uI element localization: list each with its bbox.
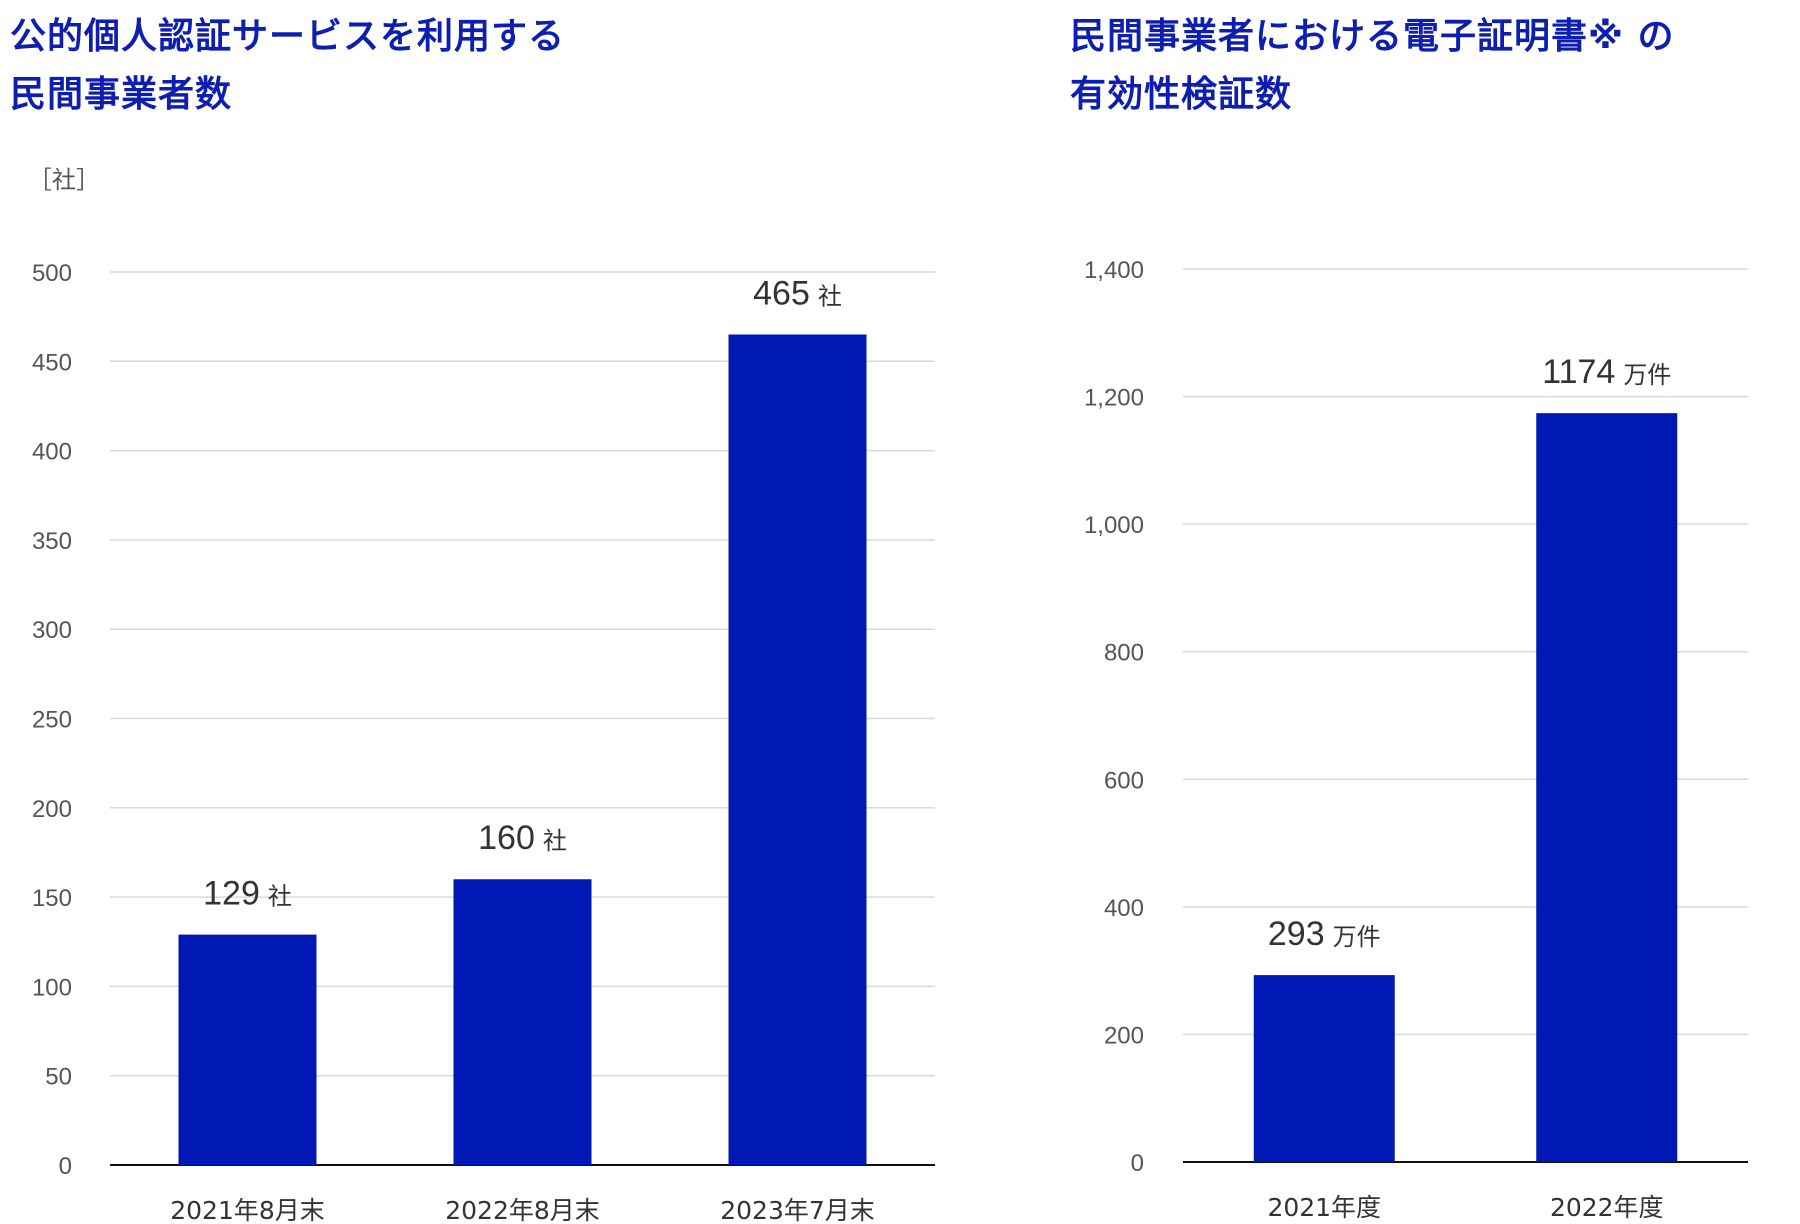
bar-value-number: 1174 xyxy=(1542,353,1615,391)
chart-title-line-1: 民間事業者における電子証明書※ の xyxy=(1070,16,1675,57)
y-tick-label: 300 xyxy=(32,617,72,644)
y-tick-label: 50 xyxy=(45,1064,72,1091)
bar-value-label: 129 社 xyxy=(203,875,292,913)
y-tick-label: 450 xyxy=(32,349,72,376)
x-category-label: 2021年8月末 xyxy=(170,1196,325,1224)
bar-value-number: 129 xyxy=(203,875,260,913)
y-tick-label: 1,400 xyxy=(1084,257,1144,284)
y-tick-label: 350 xyxy=(32,528,72,555)
bar-value-unit: 社 xyxy=(543,827,567,855)
bar-value-label: 1174 万件 xyxy=(1542,353,1671,391)
bar xyxy=(728,334,867,1165)
y-tick-label: 500 xyxy=(32,260,72,287)
x-category-label: 2021年度 xyxy=(1267,1193,1381,1222)
chart-title: 公的個人認証サービスを利用する 民間事業者数 xyxy=(10,8,565,124)
bar xyxy=(178,934,317,1165)
bar-value-label: 293 万件 xyxy=(1268,915,1381,953)
bar xyxy=(1253,975,1395,1162)
chart-title-line-2: 民間事業者数 xyxy=(10,74,233,115)
y-tick-label: 200 xyxy=(32,796,72,823)
bar-value-number: 465 xyxy=(753,275,810,313)
y-tick-label: 800 xyxy=(1104,640,1144,667)
x-category-label: 2022年8月末 xyxy=(445,1196,600,1224)
y-tick-label: 150 xyxy=(32,885,72,912)
y-unit-label: ［社］ xyxy=(28,166,100,194)
x-category-label: 2023年7月末 xyxy=(720,1196,875,1224)
x-category-label: 2022年度 xyxy=(1550,1193,1664,1222)
bar-value-label: 160 社 xyxy=(478,819,567,857)
chart-title: 民間事業者における電子証明書※ の 有効性検証数 xyxy=(1070,8,1675,124)
bar xyxy=(453,879,592,1165)
bar-chart-companies: 0 50 100 150 200 250 300 350 400 450 500 2021年8月末 12… xyxy=(32,260,935,1224)
y-tick-label: 0 xyxy=(59,1153,72,1180)
y-tick-label: 600 xyxy=(1104,767,1144,794)
y-tick-label: 0 xyxy=(1131,1150,1144,1177)
y-tick-label: 400 xyxy=(32,439,72,466)
chart-title-line-1: 公的個人認証サービスを利用する xyxy=(10,16,566,57)
bar-value-unit: 万件 xyxy=(1333,923,1381,951)
y-tick-label: 250 xyxy=(32,707,72,734)
chart-panel-companies: 公的個人認証サービスを利用する 民間事業者数 ［社］ 0 50 100 150 200 2… xyxy=(10,8,935,1224)
y-tick-label: 1,000 xyxy=(1084,512,1144,539)
y-tick-label: 200 xyxy=(1104,1022,1144,1049)
chart-panel-verifications: 民間事業者における電子証明書※ の 有効性検証数 0 200 400 600 800 1,… xyxy=(1060,0,1800,1224)
y-tick-label: 400 xyxy=(1104,895,1144,922)
chart-title-line-2: 有効性検証数 xyxy=(1070,74,1293,115)
y-tick-label: 1,200 xyxy=(1084,385,1144,412)
bar-value-unit: 社 xyxy=(268,883,292,911)
bar-value-number: 160 xyxy=(478,819,535,857)
bar-value-unit: 社 xyxy=(818,283,842,311)
bar-value-unit: 万件 xyxy=(1623,361,1671,389)
bar-value-label: 465 社 xyxy=(753,275,842,313)
y-tick-label: 100 xyxy=(32,974,72,1001)
bar-value-number: 293 xyxy=(1268,915,1325,953)
bar xyxy=(1536,413,1678,1162)
